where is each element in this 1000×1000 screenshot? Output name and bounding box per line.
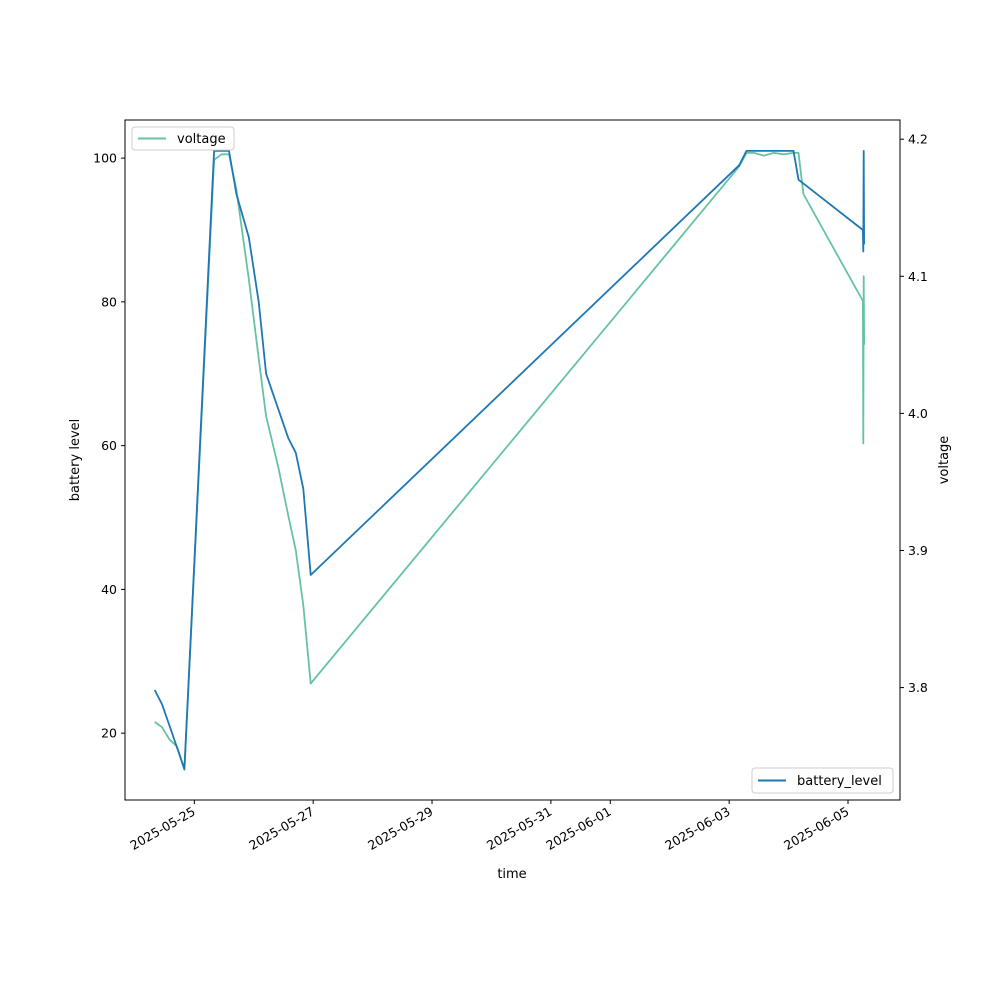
legend-battery-level-label: battery_level [797,774,882,789]
legend-battery-level: battery_level [751,767,894,794]
y-tick-label: 20 [101,726,117,741]
plot-frame [124,119,901,801]
series-layer [153,149,865,771]
y-tick-label: 60 [101,438,117,453]
series-line-battery-level [153,149,865,770]
legend-voltage-label: voltage [177,132,226,147]
y-tick-label: 80 [101,294,117,309]
y-tick-label: 100 [93,151,117,166]
legend-voltage-box [131,126,235,151]
x-axis-label: time [497,867,526,882]
y2-axis-ticks: 3.8 3.9 4.0 4.1 4.2 [900,132,928,695]
y2-tick-label: 4.1 [908,269,928,284]
legend-battery-level-box [751,767,894,794]
y2-tick-label: 4.0 [908,406,928,421]
legend-voltage: voltage [131,126,235,151]
y-tick-label: 40 [101,582,117,597]
y-axis-label: battery level [68,419,83,502]
y2-axis-label: voltage [937,436,952,485]
y2-tick-label: 3.8 [908,680,928,695]
y2-tick-label: 4.2 [908,132,928,147]
y2-tick-label: 3.9 [908,543,928,558]
y-axis-ticks: 20 40 60 80 100 [93,151,125,741]
plot-area [125,120,900,800]
